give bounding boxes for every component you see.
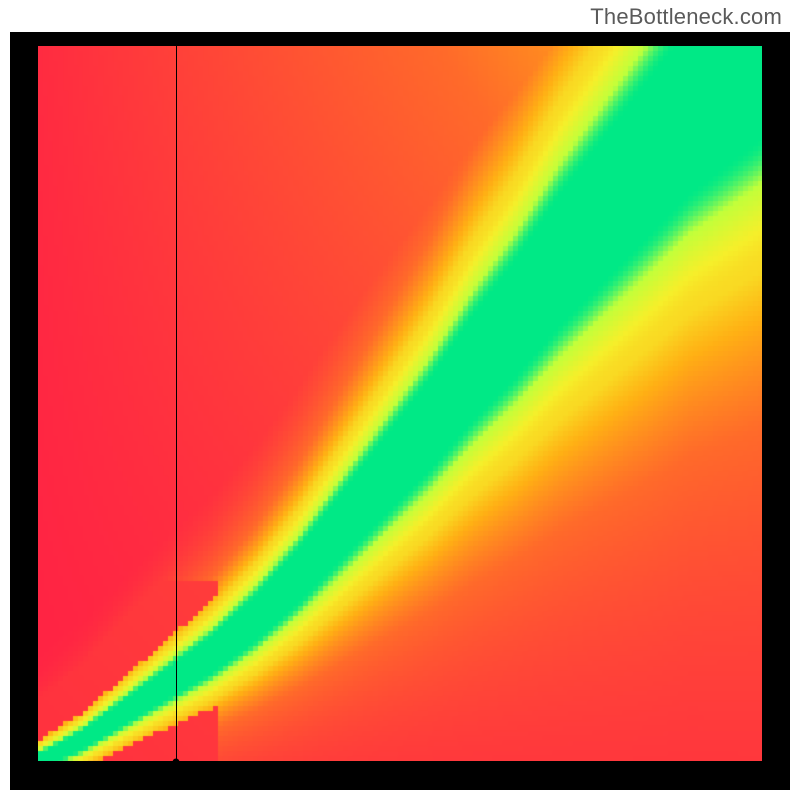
plot-frame [10,32,790,790]
bottleneck-heatmap [38,46,762,762]
plot-inner [38,46,762,762]
attribution-text: TheBottleneck.com [590,4,782,30]
crosshair-marker [172,759,179,766]
chart-container: TheBottleneck.com [0,0,800,800]
